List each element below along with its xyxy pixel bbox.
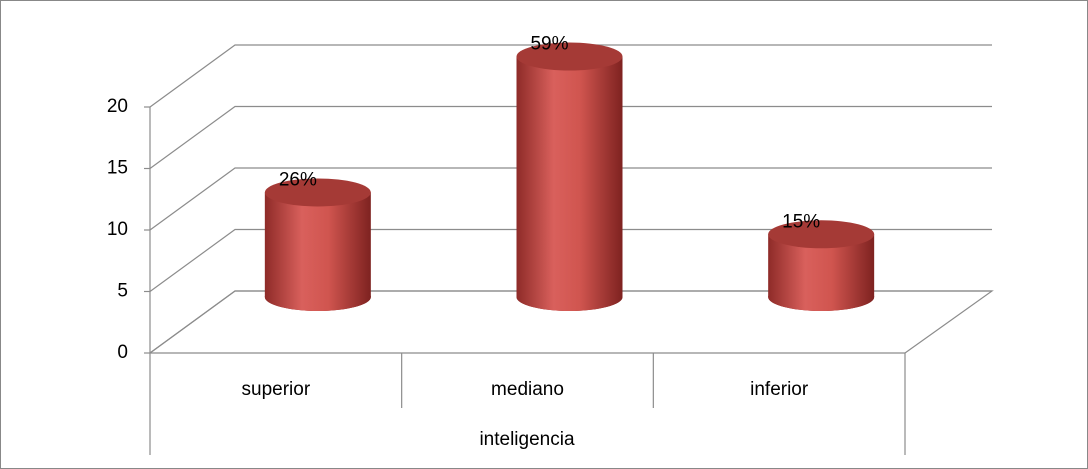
grid-line	[149, 228, 992, 292]
cylinder-body	[516, 56, 623, 297]
cylinder-top	[768, 220, 875, 249]
y-tick-label: 20	[107, 96, 128, 117]
cylinder-base-front	[516, 283, 623, 311]
cylinder-top	[264, 178, 371, 207]
data-label: 15%	[782, 211, 820, 232]
y-tick-label: 0	[117, 342, 128, 363]
grid-line	[149, 167, 992, 231]
y-tick-label: 10	[107, 219, 128, 240]
grid-line	[149, 290, 992, 354]
cylinder-base-front	[768, 283, 875, 311]
cylinder-top	[516, 42, 623, 71]
x-axis-title: inteligencia	[479, 429, 574, 450]
data-label: 59%	[530, 34, 568, 55]
cylinder-body	[264, 192, 371, 297]
x-tick-label: mediano	[491, 379, 564, 400]
x-tick-label: superior	[242, 379, 311, 400]
grid-line	[149, 105, 992, 169]
data-label: 26%	[279, 169, 317, 190]
y-tick-label: 5	[117, 281, 128, 302]
y-tick-label: 15	[107, 158, 128, 179]
x-tick-label: inferior	[750, 379, 809, 400]
grid-line	[149, 44, 992, 108]
cylinder-base-front	[264, 283, 371, 311]
